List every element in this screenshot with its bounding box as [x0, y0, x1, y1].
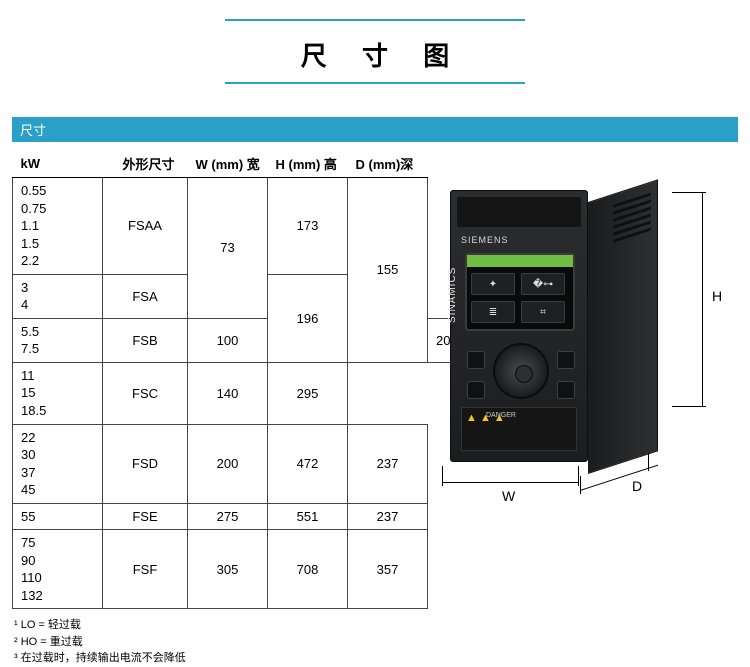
table-header-row: kW 外形尺寸 W (mm) 宽 H (mm) 高 D (mm)深 — [13, 150, 467, 178]
table-row: 7590110132FSF305708357 — [13, 530, 467, 609]
cell-h: 173 — [268, 178, 348, 275]
cell-w: 140 — [188, 362, 268, 424]
nav-button — [467, 351, 485, 369]
title-block: 尺 寸 图 — [0, 0, 750, 99]
cell-frame: FSD — [103, 424, 188, 503]
cell-d: 237 — [348, 424, 428, 503]
warning-title: DANGER — [486, 412, 516, 420]
screen-icon: ✦ — [471, 273, 515, 295]
table-body: 0.550.751.11.52.2FSAA7317315534FSA1965.5… — [13, 178, 467, 609]
section-bar: 尺寸 — [12, 117, 738, 142]
col-d: D (mm)深 — [348, 150, 428, 178]
page-title: 尺 寸 图 — [0, 36, 750, 73]
title-rule — [225, 82, 525, 84]
cell-h: 295 — [268, 362, 348, 424]
footnote: ² HO = 重过载 — [14, 634, 738, 651]
cell-frame: FSC — [103, 362, 188, 424]
device-drawing: SIEMENS SINAMICS ✦ �⊶ ≣ ⌗ ▲ ▲ — [450, 190, 670, 480]
col-kw: kW — [13, 150, 103, 178]
screen-status-bar — [467, 255, 573, 267]
table-row: 111518.5FSC140295 — [13, 362, 467, 424]
brand-label: SIEMENS — [461, 235, 509, 245]
dim-w-guide — [578, 466, 579, 486]
footnote: ³ 在过载时，持续输出电流不会降低 — [14, 650, 738, 667]
dim-d-label: D — [632, 478, 642, 494]
cell-kw: 7590110132 — [13, 530, 103, 609]
cell-frame: FSE — [103, 503, 188, 530]
device-top-panel — [457, 197, 581, 227]
cell-d: 357 — [348, 530, 428, 609]
footnotes: ¹ LO = 轻过载 ² HO = 重过载 ³ 在过载时，持续输出电流不会降低 — [14, 617, 738, 667]
cell-h: 196 — [268, 274, 348, 362]
nav-button — [557, 381, 575, 399]
col-w: W (mm) 宽 — [188, 150, 268, 178]
title-rule — [225, 19, 525, 21]
screen-icon: ≣ — [471, 301, 515, 323]
vent-slots — [613, 193, 651, 247]
dim-h-guide — [672, 406, 706, 407]
footnote: ¹ LO = 轻过载 — [14, 617, 738, 634]
cell-d: 237 — [348, 503, 428, 530]
sinamics-label: SINAMICS — [447, 267, 458, 323]
dim-h-label: H — [712, 288, 722, 304]
dim-w-guide — [442, 466, 443, 486]
cell-frame: FSA — [103, 274, 188, 318]
screen-icon: �⊶ — [521, 273, 565, 295]
device-front-face: SIEMENS SINAMICS ✦ �⊶ ≣ ⌗ ▲ ▲ — [450, 190, 588, 462]
dim-h-guide — [672, 192, 706, 193]
product-illustration: SIEMENS SINAMICS ✦ �⊶ ≣ ⌗ ▲ ▲ — [440, 180, 730, 510]
section-label: 尺寸 — [20, 123, 46, 138]
nav-button — [557, 351, 575, 369]
nav-button — [467, 381, 485, 399]
dim-w-line — [442, 482, 578, 483]
cell-kw: 0.550.751.11.52.2 — [13, 178, 103, 275]
table-row: 0.550.751.11.52.2FSAA73173155 — [13, 178, 467, 275]
col-h: H (mm) 高 — [268, 150, 348, 178]
dim-h-line — [702, 192, 703, 406]
cell-h: 551 — [268, 503, 348, 530]
cell-h: 472 — [268, 424, 348, 503]
cell-kw: 111518.5 — [13, 362, 103, 424]
warning-label: ▲ ▲ ▲ DANGER — [461, 407, 577, 451]
device-side-face — [588, 179, 658, 474]
cell-d: 155 — [348, 178, 428, 363]
cell-h: 708 — [268, 530, 348, 609]
dimensions-table: kW 外形尺寸 W (mm) 宽 H (mm) 高 D (mm)深 0.550.… — [12, 150, 467, 609]
col-frame: 外形尺寸 — [103, 150, 188, 178]
dim-w-label: W — [502, 488, 515, 504]
jog-wheel — [493, 343, 549, 399]
cell-frame: FSAA — [103, 178, 188, 275]
device-screen: ✦ �⊶ ≣ ⌗ — [465, 253, 575, 331]
cell-kw: 22303745 — [13, 424, 103, 503]
screen-icon: ⌗ — [521, 301, 565, 323]
cell-w: 200 — [188, 424, 268, 503]
cell-w: 73 — [188, 178, 268, 319]
cell-w: 100 — [188, 318, 268, 362]
screen-icons: ✦ �⊶ ≣ ⌗ — [467, 267, 573, 329]
dim-d-guide — [580, 476, 581, 494]
cell-w: 275 — [188, 503, 268, 530]
cell-kw: 34 — [13, 274, 103, 318]
table-row: 55FSE275551237 — [13, 503, 467, 530]
content-area: kW 外形尺寸 W (mm) 宽 H (mm) 高 D (mm)深 0.550.… — [12, 150, 738, 609]
cell-w: 305 — [188, 530, 268, 609]
cell-frame: FSB — [103, 318, 188, 362]
cell-kw: 55 — [13, 503, 103, 530]
cell-frame: FSF — [103, 530, 188, 609]
table-row: 22303745FSD200472237 — [13, 424, 467, 503]
cell-kw: 5.57.5 — [13, 318, 103, 362]
